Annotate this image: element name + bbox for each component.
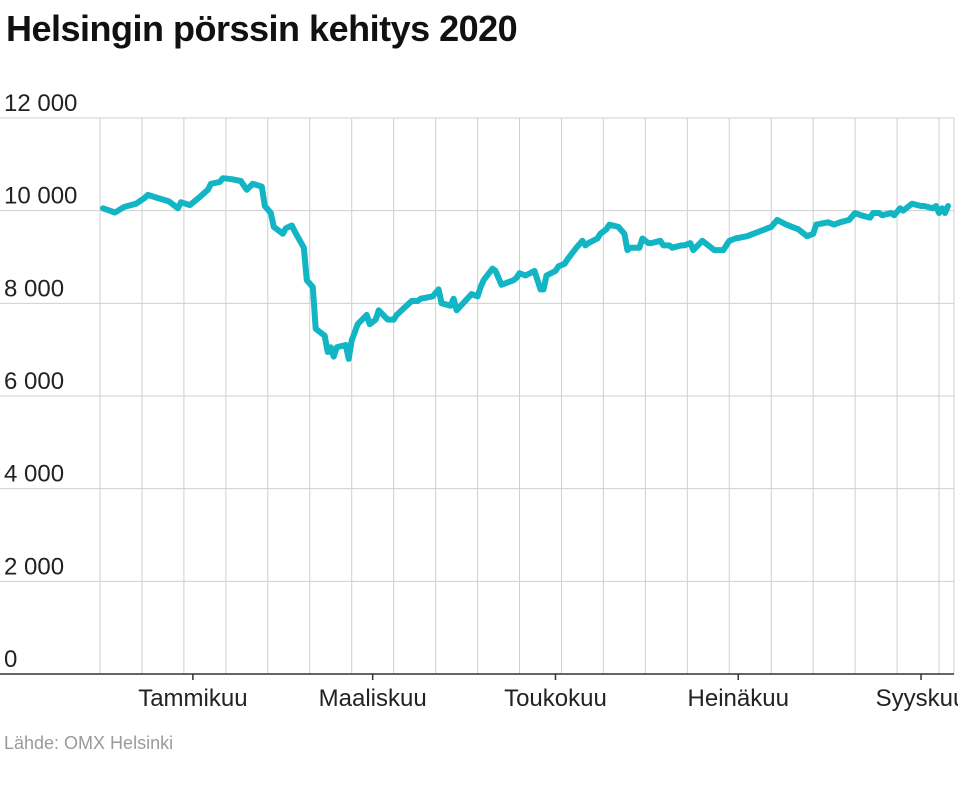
x-tick-label: Heinäkuu	[688, 685, 789, 712]
series-line	[100, 175, 951, 362]
x-tick-label: Tammikuu	[138, 685, 247, 712]
y-tick-label: 2 000	[4, 553, 64, 580]
source-note: Lähde: OMX Helsinki	[4, 733, 174, 753]
y-axis-ticks: 0 2 000 4 000 6 000 8 000 10 000 12 000	[4, 90, 77, 673]
y-tick-label: 8 000	[4, 275, 64, 302]
chart-title: Helsingin pörssin kehitys 2020	[6, 8, 518, 49]
y-tick-label: 6 000	[4, 368, 64, 395]
y-tick-label: 12 000	[4, 90, 77, 117]
series-layer	[100, 175, 951, 362]
x-axis-ticks: Tammikuu Maaliskuu Toukokuu Heinäkuu Syyskuu	[138, 674, 958, 712]
x-tick-label: Toukokuu	[504, 685, 607, 712]
y-tick-label: 10 000	[4, 183, 77, 210]
y-tick-label: 0	[4, 646, 17, 673]
horizontal-gridlines	[0, 117, 954, 675]
x-tick-label: Syyskuu	[876, 685, 958, 712]
x-tick-label: Maaliskuu	[319, 685, 427, 712]
y-tick-label: 4 000	[4, 461, 64, 488]
